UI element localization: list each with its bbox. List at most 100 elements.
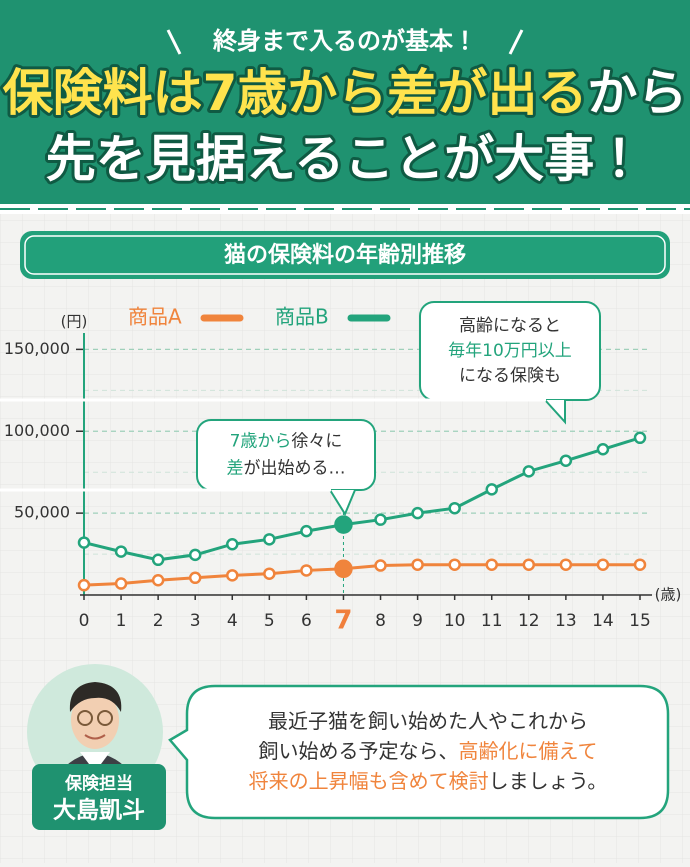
series-point	[77, 536, 91, 549]
series-point	[411, 558, 424, 571]
y-tick-label: 50,000	[14, 503, 70, 522]
x-tick-label: 6	[301, 611, 312, 631]
callout-text: 差が出始める…	[227, 459, 346, 479]
callout-text-part: 高齢になると	[459, 316, 561, 336]
series-point	[559, 454, 573, 467]
x-unit: (歳)	[655, 586, 682, 604]
lead: 終身まで入るのが基本！	[212, 27, 477, 55]
header-band	[0, 0, 690, 204]
series-point	[559, 558, 573, 571]
x-tick-label: 8	[375, 611, 386, 631]
x-tick-label: 3	[190, 611, 201, 631]
series-point	[114, 577, 128, 590]
x-tick-label: 15	[629, 611, 651, 631]
message-line: 最近子猫を飼い始めた人やこれから	[268, 709, 588, 733]
series-point	[374, 513, 387, 526]
message-line-part: 最近子猫を飼い始めた人やこれから	[268, 709, 588, 733]
y-tick-label: 150,000	[4, 339, 70, 358]
message-line: 飼い始める予定なら、高齢化に備えて	[259, 739, 598, 763]
x-tick-label: 2	[153, 611, 164, 631]
x-tick-label: 0	[79, 611, 90, 631]
x-tick-label: 12	[518, 611, 540, 631]
x-tick-label: 13	[555, 611, 577, 631]
series-point	[300, 564, 313, 577]
message-line-part: 飼い始める予定なら、	[259, 739, 459, 763]
x-tick-label: 5	[264, 611, 275, 631]
series-point	[374, 559, 387, 572]
chart-title: 猫の保険料の年齢別推移	[224, 242, 466, 268]
y-unit: (円)	[61, 313, 88, 331]
headline-line: 保険料は7歳から差が出るから	[3, 64, 688, 122]
series-point	[485, 558, 498, 571]
message-line-part: 高齢化に備えて	[459, 739, 598, 763]
series-line	[83, 563, 640, 587]
x-tick-label: 11	[481, 611, 503, 631]
headline-line: 先を見据えることが大事！	[46, 130, 645, 188]
message-line-part: しましょう。	[489, 769, 608, 793]
series-point	[300, 524, 313, 538]
advisor-name: 大島凱斗	[53, 797, 145, 824]
advisor-label-box	[32, 764, 166, 830]
series-point	[263, 567, 276, 580]
message-line: 将来の上昇幅も含めて検討しましょう。	[249, 769, 608, 793]
callout-text-part: 毎年10万円以上	[448, 341, 572, 361]
chart-title-frame	[24, 235, 666, 275]
series-point	[226, 569, 239, 582]
lead-slash	[166, 29, 182, 55]
callout-tail	[544, 399, 566, 425]
series-point	[411, 506, 424, 520]
headline-line-part: 保険料は7歳から差が出る	[3, 64, 588, 122]
advisor-role: 保険担当	[64, 773, 133, 794]
callout-text: になる保険も	[459, 366, 561, 386]
legend-label: 商品A	[128, 305, 182, 329]
series-point	[334, 559, 353, 579]
series-point	[151, 553, 165, 567]
series-point	[151, 574, 165, 587]
x-tick-label: 10	[444, 611, 466, 631]
series-point	[522, 465, 536, 478]
series-point	[522, 558, 536, 571]
callout-box	[196, 419, 376, 491]
callout-text-part: 徐々に	[291, 432, 342, 452]
message-line-part: 将来の上昇幅も含めて検討	[249, 769, 489, 793]
x-tick-label: 14	[592, 611, 614, 631]
series-point	[596, 558, 610, 571]
message: 最近子猫を飼い始めた人やこれから飼い始める予定なら、高齢化に備えて将来の上昇幅も…	[249, 709, 608, 793]
series-line	[83, 436, 641, 562]
headline-line-part: から	[587, 64, 687, 122]
series-point	[263, 533, 276, 546]
series-point	[485, 483, 498, 496]
callout-tail	[329, 489, 356, 517]
x-tick-label: 1	[116, 611, 127, 631]
callout-text: 毎年10万円以上	[448, 341, 572, 361]
message-bubble	[168, 684, 670, 820]
series-point	[226, 537, 239, 551]
series-point	[633, 558, 647, 571]
series-point	[596, 443, 610, 456]
headline-line-part: 先を見据えることが大事！	[46, 130, 645, 188]
series-point	[448, 501, 461, 515]
series-point	[188, 571, 202, 585]
series-point	[633, 431, 647, 445]
x-tick-label: 4	[227, 611, 238, 631]
callout-text-part: になる保険も	[459, 366, 561, 386]
series-point	[114, 545, 128, 558]
callout-text-part: が出始める…	[244, 459, 346, 479]
callout-text-part: 差	[227, 459, 244, 479]
x-tick-label: 7	[334, 606, 352, 636]
chart-title-box	[20, 231, 670, 279]
series-point	[448, 558, 461, 571]
x-tick-label: 9	[412, 611, 423, 631]
legend-label: 商品B	[275, 305, 329, 329]
lead-slash	[508, 29, 524, 55]
callout-text: 高齢になると	[459, 316, 561, 336]
callout-text-part: 7歳から	[230, 432, 292, 452]
callout-text: 7歳から徐々に	[230, 432, 343, 452]
series-point	[77, 578, 91, 592]
series-point	[334, 515, 353, 534]
series-point	[188, 548, 202, 562]
